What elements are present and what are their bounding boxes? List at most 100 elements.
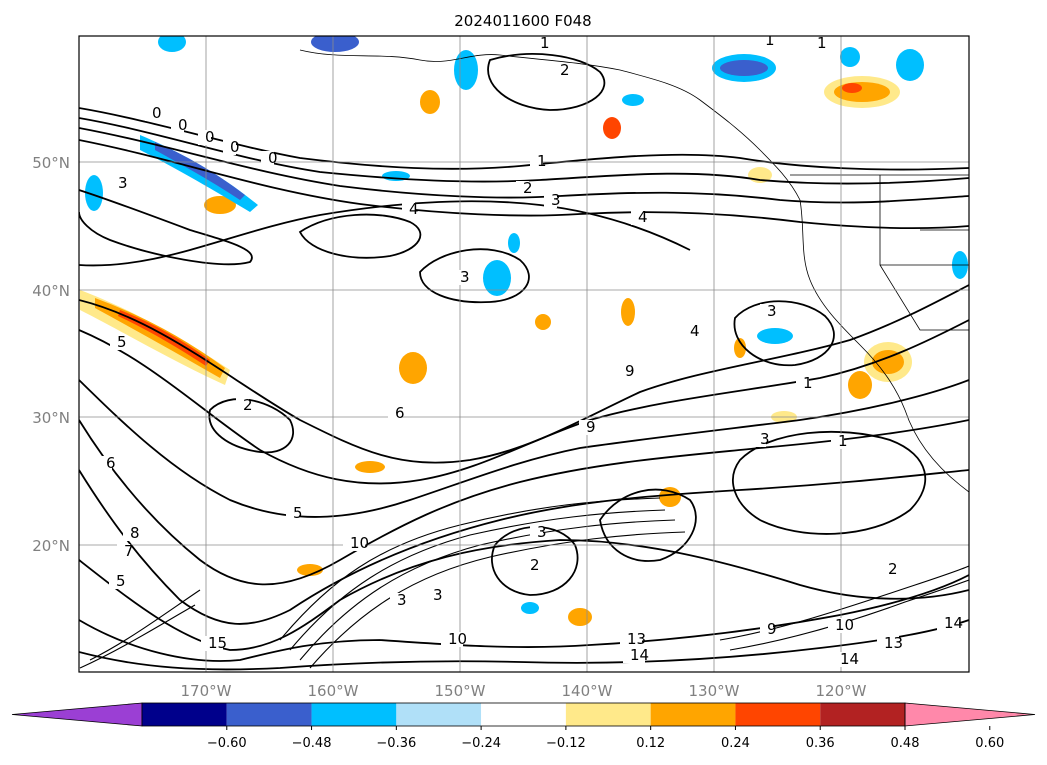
contour-label-bg [937,616,959,631]
contour-label: 3 [118,174,128,192]
colorbar-extend-low [11,702,143,727]
contour-label: 5 [293,504,303,522]
colorbar-box [650,703,736,726]
coastlines [299,49,969,493]
colorbar-box [226,703,312,726]
contour-label-bg [760,304,773,319]
contour-label-bg [533,36,546,51]
contour-label: 1 [803,374,813,392]
contour-label: 10 [835,616,854,634]
lon-label-120w: 120°W [816,682,867,700]
contour-label-bg [223,140,236,155]
contour-label-bg [426,588,439,603]
contour-label: 0 [268,149,278,167]
contour-label-bg [796,376,809,391]
contour-label-bg [810,36,823,51]
negative-spot-5 [85,175,103,211]
contour-label-bg [109,574,122,589]
colorbar-tick-label: −0.12 [546,736,586,751]
contour-label-bg [145,106,158,121]
contour-label: 4 [690,322,700,340]
contour-label: 3 [433,586,443,604]
map-frame [78,35,970,673]
contour-label-bg [530,154,543,169]
contour-label: 10 [350,534,369,552]
contour-label-bg [388,406,401,421]
positive-spot-5 [568,608,592,626]
contour-label-bg [99,456,112,471]
contour-label-bg [198,130,211,145]
negative-spot-1 [483,260,511,296]
colorbar-box [396,703,482,726]
colorbar-tick-label: −0.48 [292,736,332,751]
contour-label: 4 [409,200,419,218]
contour-label-bg [390,593,403,608]
contour-label-bg [758,36,771,48]
colorbar-tick-label: 0.60 [975,736,1004,751]
lon-label-130w: 130°W [689,682,740,700]
contour-label: 2 [560,61,570,79]
contour-label-bg [441,632,463,647]
contour-label: 14 [630,646,649,664]
contour-label: 1 [537,152,547,170]
contour-label: 5 [117,333,127,351]
positive-spot-6 [355,461,385,473]
colorbar-box [481,703,566,726]
colorbar-box [735,703,821,726]
contour-label-bg [343,536,365,551]
contour-label: 7 [124,542,134,560]
contour-label-bg [631,210,644,225]
contour-label-bg [618,364,631,379]
contour-label-bg [516,181,529,196]
negative-spot-7 [896,49,924,81]
shaded-negative-areas [85,36,968,614]
contour-label: 3 [767,302,777,320]
lon-label-160w: 160°W [308,682,359,700]
contour-label: 2 [243,396,253,414]
contour-label: 9 [586,418,596,436]
colorbar-tick-label: −0.24 [461,736,501,751]
colorbar-tick-label: 0.24 [721,736,750,751]
contour-label: 3 [760,430,770,448]
contour-label-bg [123,526,136,541]
positive-spot-ne-peak [842,83,862,93]
contour-label: 6 [106,454,116,472]
lon-label-170w: 170°W [181,682,232,700]
contour-label: 15 [208,634,227,652]
negative-spot-ne-core [720,60,768,76]
contour-label-bg [683,324,696,339]
contour-label: 10 [448,630,467,648]
positive-spot-14 [535,314,551,330]
colorbar-ticks: −0.60 −0.48 −0.36 −0.24 −0.12 0.12 0.24 0.36 0.4… [207,726,1004,751]
contour-label: 5 [116,572,126,590]
contour-label: 1 [540,34,550,52]
contour-label-bg [831,434,844,449]
positive-spot-10 [848,371,872,399]
contour-label-bg [620,632,642,647]
contour-lines-thin [79,497,969,669]
colorbar-box [142,703,227,726]
contour-label-bg [236,398,249,413]
colorbar-tick-label: 0.48 [891,736,920,751]
negative-band-nw-core [155,142,245,200]
positive-spot-3 [603,117,621,139]
negative-spot-12 [508,233,520,253]
colorbar-box [565,703,651,726]
colorbar-box [820,703,905,726]
contour-label-bg [753,432,766,447]
latitude-labels: 50°N 40°N 30°N 20°N [32,154,70,555]
positive-spot-12 [734,338,746,358]
contour-label: 14 [944,614,963,632]
contour-label: 2 [888,560,898,578]
contour-label: 9 [625,362,635,380]
contour-label: 3 [537,523,547,541]
lat-label-40n: 40°N [32,282,70,300]
colorbar-box [311,703,397,726]
negative-spot-13 [521,602,539,614]
contour-label-bg [453,270,466,285]
figure-title: 2024011600 F048 [454,12,591,30]
lon-label-150w: 150°W [435,682,486,700]
contour-label-bg [201,636,223,651]
